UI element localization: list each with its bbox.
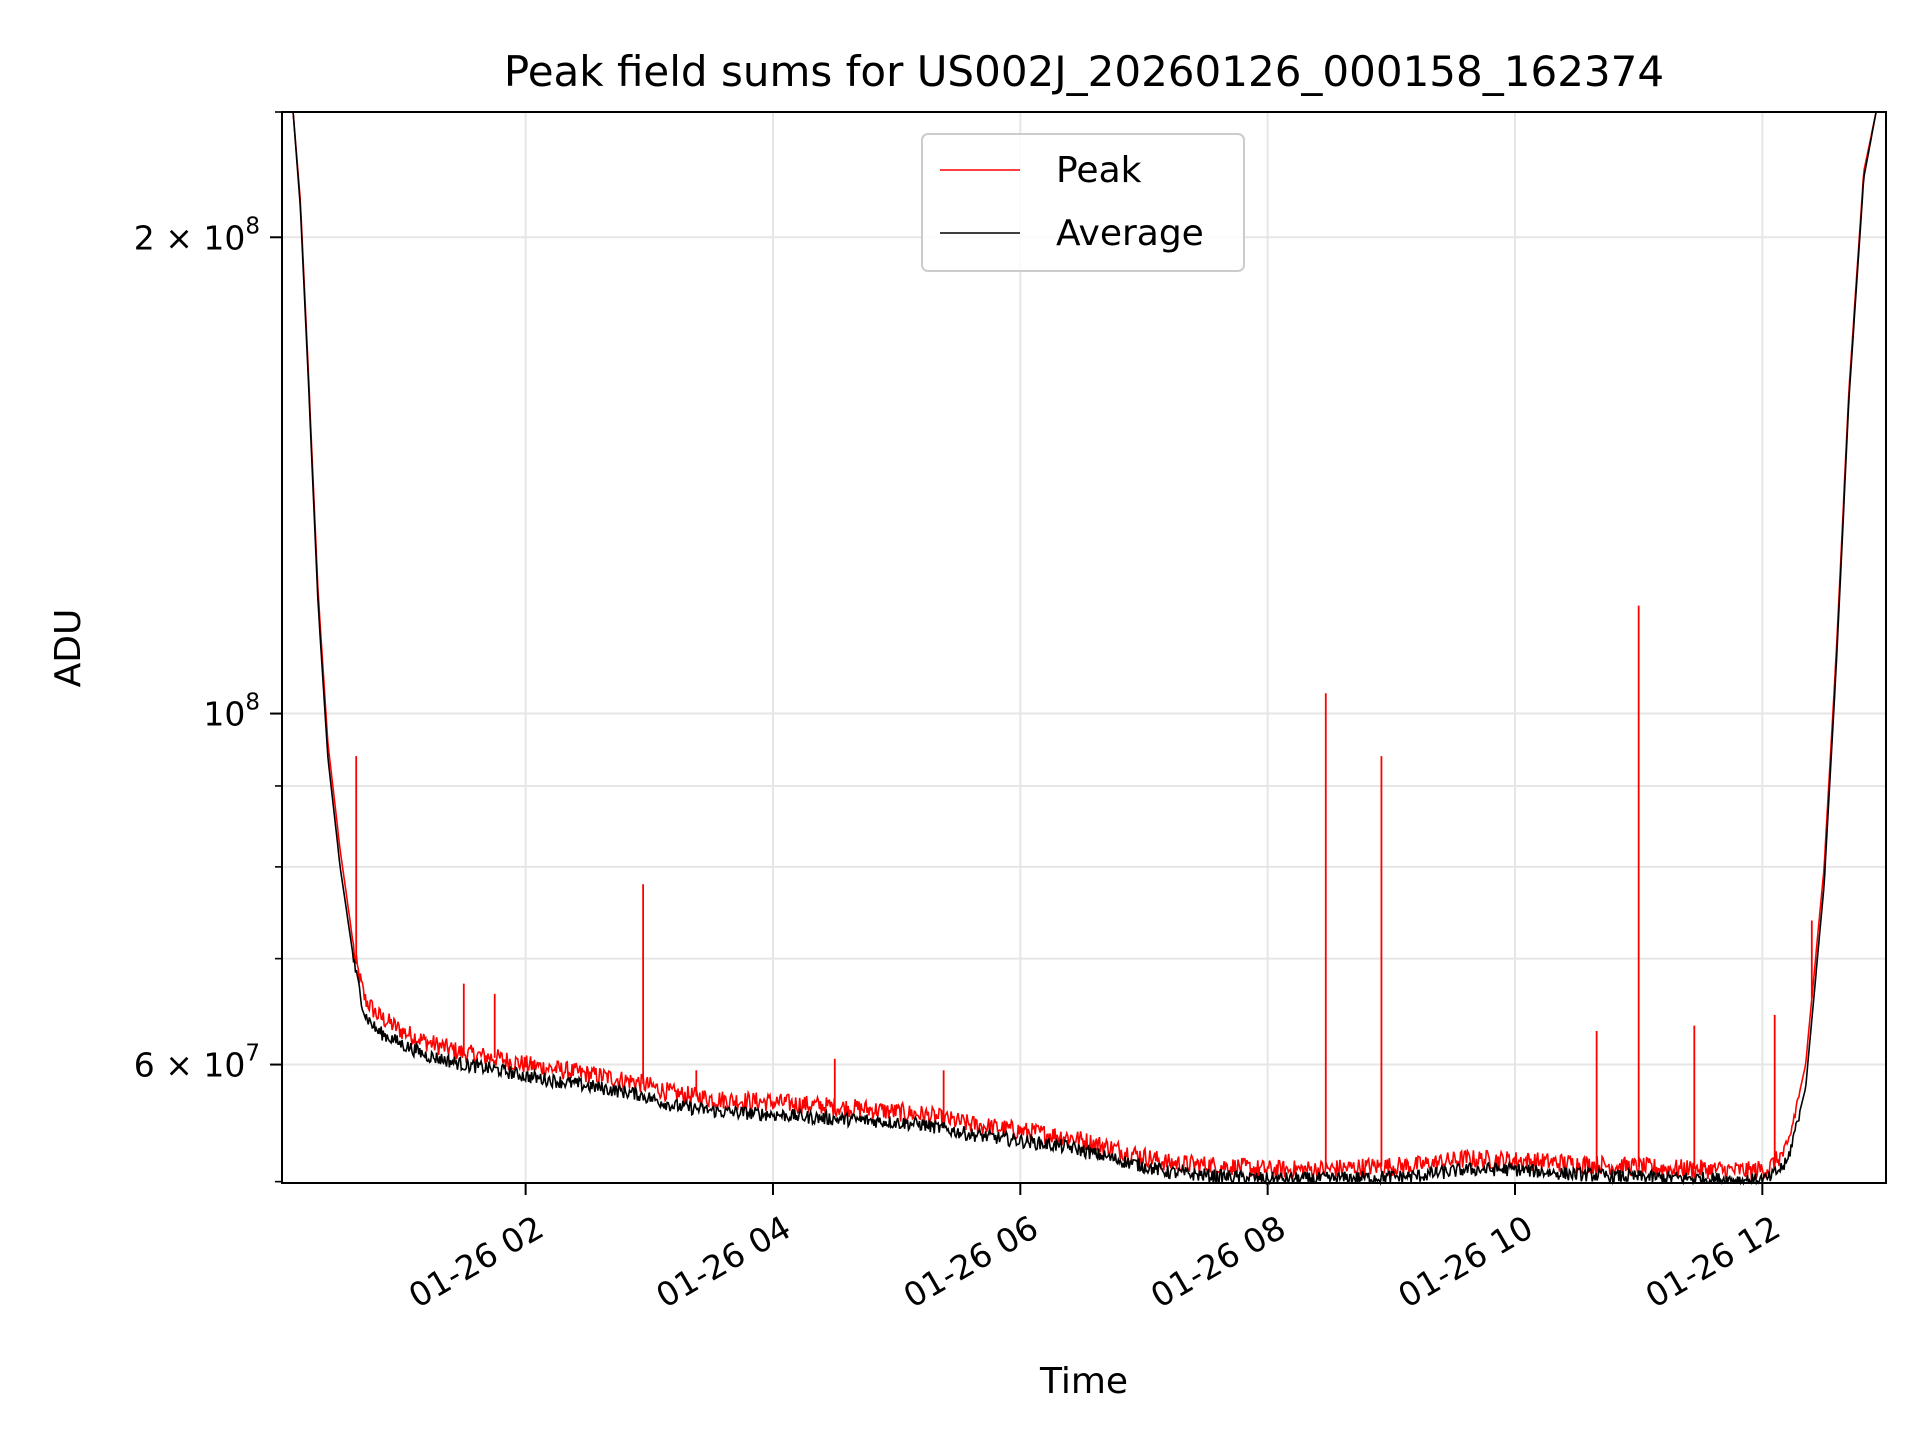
x-axis-label: Time	[1039, 1361, 1128, 1402]
y-axis-label: ADU	[48, 609, 89, 688]
y-tick-label: 108	[203, 690, 260, 734]
legend-label-average: Average	[1056, 213, 1204, 254]
series-layer	[292, 111, 1877, 1186]
y-tick-label-exponent: 7	[245, 1041, 260, 1067]
y-tick-label-exponent: 8	[245, 690, 260, 716]
grid	[282, 112, 1886, 1183]
legend: Peak Average	[921, 133, 1245, 272]
series-line-average	[292, 111, 1877, 1186]
y-tick-label: 2 × 108	[134, 213, 260, 257]
legend-label-peak: Peak	[1056, 150, 1142, 191]
legend-box	[921, 133, 1245, 272]
plot-frame	[281, 111, 1887, 1184]
y-tick-label-base: 6 × 10	[134, 1046, 246, 1085]
chart-title: Peak field sums for US002J_20260126_0001…	[504, 47, 1664, 96]
y-tick-label-exponent: 8	[245, 213, 260, 239]
series-line-peak	[292, 111, 1877, 1181]
peak-spikes	[355, 605, 1813, 1170]
y-tick-label-base: 10	[203, 695, 245, 734]
y-tick-label-base: 2 × 10	[134, 218, 246, 257]
y-tick-label: 6 × 107	[134, 1041, 260, 1085]
